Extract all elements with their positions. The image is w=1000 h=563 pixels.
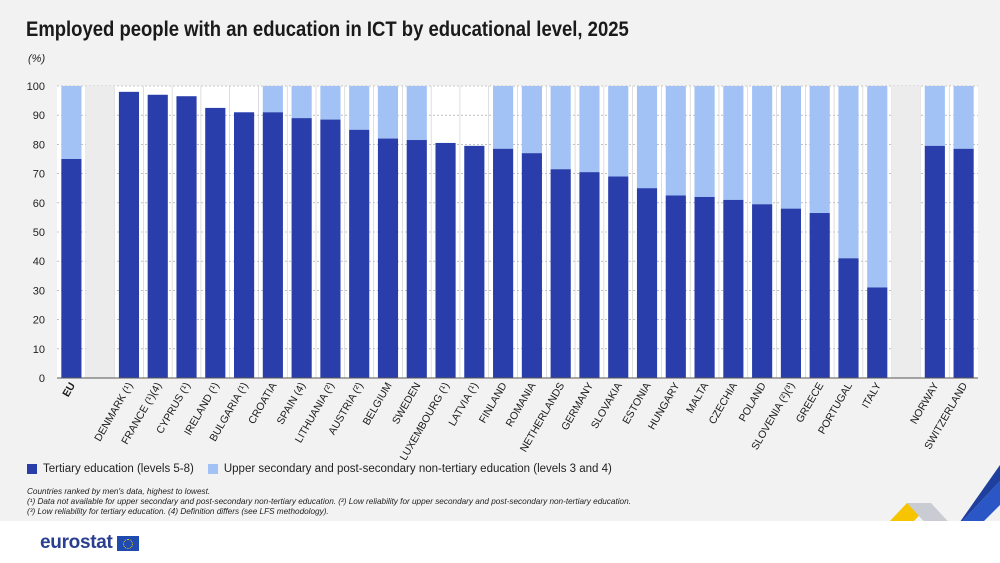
x-tick-label: GREECE: [794, 381, 827, 425]
y-tick-label: 40: [33, 256, 45, 268]
bar-tertiary: [464, 145, 485, 378]
bar-upper-secondary: [924, 86, 945, 146]
legend-item-upper-secondary: Upper secondary and post-secondary non-t…: [207, 463, 612, 475]
legend-item-tertiary: Tertiary education (levels 5-8): [27, 463, 194, 475]
bar-upper-secondary: [838, 86, 859, 259]
bar-tertiary: [493, 148, 514, 378]
legend-swatch-tertiary: [27, 464, 37, 474]
bar-upper-secondary: [521, 86, 542, 154]
bar-tertiary: [234, 112, 255, 378]
bar-upper-secondary: [867, 86, 888, 288]
bar-tertiary: [377, 138, 399, 378]
bar-upper-secondary: [608, 86, 629, 177]
bar-tertiary: [349, 129, 370, 378]
bar-tertiary: [118, 91, 140, 378]
bar-tertiary: [521, 153, 542, 378]
bar-upper-secondary: [723, 86, 744, 200]
bar-tertiary: [838, 258, 859, 378]
bar-upper-secondary: [61, 86, 82, 159]
bar-tertiary: [320, 119, 341, 378]
x-tick-label: POLAND: [737, 380, 769, 424]
bar-tertiary: [780, 208, 801, 378]
bar-tertiary: [809, 213, 830, 378]
bar-upper-secondary: [550, 86, 571, 170]
bar-tertiary: [147, 94, 168, 378]
bar-tertiary: [262, 112, 283, 378]
bar-tertiary: [61, 159, 82, 378]
y-tick-label: 10: [33, 344, 45, 356]
legend-label-upper-secondary: Upper secondary and post-secondary non-t…: [223, 463, 612, 475]
bar-tertiary: [694, 196, 715, 378]
legend: Tertiary education (levels 5-8) Upper se…: [27, 463, 626, 475]
bar-upper-secondary: [377, 86, 399, 139]
bar-upper-secondary: [694, 86, 715, 197]
bar-upper-secondary: [809, 86, 830, 214]
y-tick-label: 0: [39, 373, 45, 385]
bar-upper-secondary: [493, 86, 514, 149]
bar-tertiary: [608, 176, 629, 378]
bar-upper-secondary: [665, 86, 686, 196]
bar-upper-secondary: [349, 86, 370, 130]
legend-swatch-upper-secondary: [207, 464, 218, 474]
eurostat-logo: eurostat: [40, 532, 139, 554]
bar-tertiary: [205, 107, 226, 379]
footnotes: Countries ranked by men's data, highest …: [27, 487, 631, 517]
bar-tertiary: [579, 172, 600, 378]
bar-tertiary: [406, 140, 427, 378]
y-tick-label: 70: [33, 169, 45, 181]
bar-upper-secondary: [406, 86, 427, 141]
y-tick-label: 50: [33, 227, 45, 239]
bar-tertiary: [665, 195, 686, 378]
y-tick-label: 80: [33, 139, 45, 151]
eurostat-wordmark: eurostat: [40, 532, 113, 553]
bar-upper-secondary: [636, 86, 658, 189]
bar-tertiary: [953, 148, 974, 378]
bar-upper-secondary: [579, 86, 600, 173]
bar-tertiary: [723, 199, 744, 378]
chart-title: Employed people with an education in ICT…: [26, 18, 629, 41]
x-tick-label: EU: [60, 381, 78, 400]
bar-upper-secondary: [291, 86, 312, 119]
bar-upper-secondary: [953, 86, 974, 149]
unit-label: (%): [28, 53, 46, 65]
bar-upper-secondary: [262, 86, 283, 113]
bar-tertiary: [291, 118, 312, 379]
group-gap: [891, 86, 921, 378]
bar-tertiary: [550, 169, 571, 378]
y-tick-label: 30: [33, 285, 45, 297]
bar-tertiary: [435, 142, 456, 378]
x-tick-label: MALTA: [684, 381, 711, 416]
y-tick-label: 100: [27, 81, 45, 93]
y-tick-label: 60: [33, 198, 45, 210]
bar-tertiary: [867, 287, 888, 378]
footnote-ranking: Countries ranked by men's data, highest …: [27, 487, 211, 496]
group-gap: [85, 86, 115, 378]
legend-label-tertiary: Tertiary education (levels 5-8): [43, 463, 194, 475]
bar-tertiary: [752, 204, 773, 378]
footnote-1-2: (¹) Data not available for upper seconda…: [27, 497, 631, 506]
y-tick-label: 20: [33, 315, 45, 327]
bar-tertiary: [924, 145, 945, 378]
bar-upper-secondary: [780, 86, 801, 209]
footer-bar: eurostat: [0, 521, 1000, 563]
x-tick-label: CZECHIA: [707, 381, 740, 427]
eu-flag-icon: [116, 535, 139, 551]
bar-upper-secondary: [320, 86, 341, 120]
bar-upper-secondary: [752, 86, 773, 205]
bar-tertiary: [176, 96, 197, 378]
bar-tertiary: [636, 188, 658, 378]
x-tick-label: ITALY: [860, 381, 884, 411]
y-tick-label: 90: [33, 110, 45, 122]
x-tick-label: LATVIA (¹): [446, 381, 481, 429]
footnote-3-4: (³) Low reliability for tertiary educati…: [27, 507, 329, 516]
